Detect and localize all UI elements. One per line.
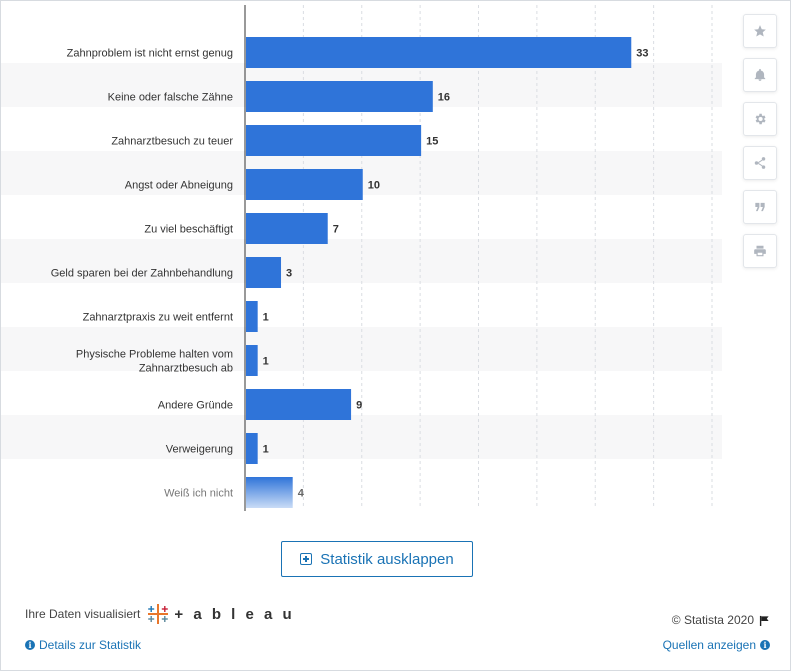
- data-label: 33: [636, 48, 648, 60]
- data-label: 1: [263, 356, 269, 368]
- bar[interactable]: [246, 301, 258, 332]
- data-label: 7: [333, 224, 339, 236]
- sources-link-label: Quellen anzeigen: [662, 638, 756, 652]
- copyright: © Statista 2020: [672, 613, 770, 627]
- favorite-button[interactable]: [743, 14, 777, 48]
- print-button[interactable]: [743, 234, 777, 268]
- category-label: Zahnarztpraxis zu weit entfernt: [83, 312, 233, 324]
- expand-statistic-button[interactable]: Statistik ausklappen: [281, 541, 473, 577]
- plus-box-icon: [300, 553, 313, 565]
- star-icon: [754, 25, 766, 37]
- sources-link[interactable]: Quellen anzeigen i: [663, 638, 770, 652]
- print-icon: [754, 245, 766, 257]
- notification-button[interactable]: [743, 58, 777, 92]
- details-link-label: Details zur Statistik: [39, 638, 142, 652]
- category-label: Zu viel beschäftigt: [144, 224, 233, 236]
- category-label: Zahnarztbesuch zu teuer: [111, 136, 233, 148]
- bar[interactable]: [246, 81, 433, 112]
- gear-icon: [755, 113, 766, 125]
- chart-toolbar: [743, 14, 777, 268]
- bar[interactable]: [246, 213, 328, 244]
- data-label: 1: [263, 312, 269, 324]
- bar[interactable]: [246, 389, 352, 420]
- tableau-cross-icon: [148, 604, 169, 624]
- category-label: Andere Gründe: [158, 400, 233, 412]
- copyright-text: © Statista 2020: [671, 613, 754, 627]
- data-label: 10: [368, 180, 380, 192]
- category-label: Weiß ich nicht: [164, 488, 233, 500]
- category-label: Keine oder falsche Zähne: [108, 92, 233, 104]
- tableau-logo[interactable]: + a b l e a u: [146, 602, 294, 626]
- share-button[interactable]: [743, 146, 777, 180]
- category-label: Zahnproblem ist nicht ernst genug: [67, 48, 233, 60]
- category-label: Physische Probleme halten vom Zahnarztbes…: [76, 349, 233, 375]
- category-label: Verweigerung: [166, 444, 233, 456]
- viz-credit-text: Ihre Daten visualisiert: [25, 607, 141, 621]
- flag-icon[interactable]: [759, 615, 770, 626]
- data-label: 15: [426, 136, 438, 148]
- cite-button[interactable]: [743, 190, 777, 224]
- info-icon: i: [760, 640, 770, 650]
- data-label: 3: [286, 268, 292, 280]
- data-label: 9: [356, 400, 362, 412]
- bar[interactable]: [246, 345, 258, 376]
- bar[interactable]: [246, 257, 282, 288]
- bell-icon: [754, 68, 766, 81]
- bar[interactable]: [246, 477, 293, 508]
- bar[interactable]: [246, 433, 258, 464]
- details-link[interactable]: i Details zur Statistik: [25, 638, 141, 652]
- bar[interactable]: [246, 125, 422, 156]
- expand-statistic-label: Statistik ausklappen: [320, 550, 454, 568]
- category-label: Angst oder Abneigung: [125, 180, 233, 192]
- bar-chart: 33 Zahnproblem ist nicht ernst genug 16 Kei…: [1, 5, 722, 511]
- category-label: Geld sparen bei der Zahnbehandlung: [51, 268, 233, 280]
- settings-button[interactable]: [743, 102, 777, 136]
- bar[interactable]: [246, 37, 632, 68]
- visualization-credit: Ihre Daten visualisiert + a b l e a u: [25, 602, 295, 626]
- quote-icon: [755, 202, 765, 212]
- data-label: 4: [298, 488, 305, 500]
- bar[interactable]: [246, 169, 363, 200]
- data-label: 1: [263, 444, 269, 456]
- info-icon: i: [25, 640, 35, 650]
- share-icon: [754, 157, 766, 169]
- tableau-wordmark: + a b l e a u: [174, 605, 295, 623]
- data-label: 16: [438, 92, 450, 104]
